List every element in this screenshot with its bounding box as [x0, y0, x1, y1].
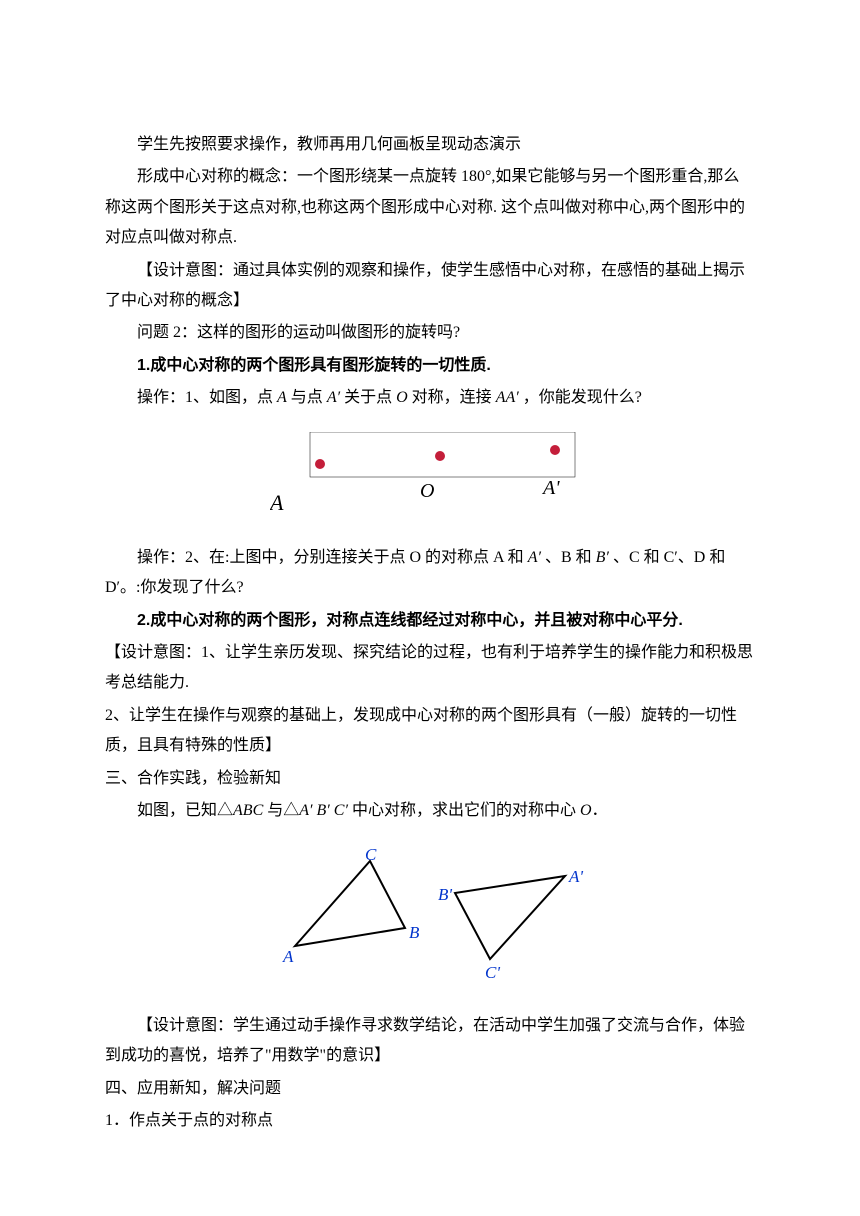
paragraph-design-intent-1: 【设计意图：通过具体实例的观察和操作，使学生感悟中心对称，在感悟的基础上揭示了中… — [105, 256, 755, 317]
ex-text-mid2: 中心对称，求出它们的对称中心 — [348, 802, 580, 819]
label-tri-Cp: C' — [485, 957, 500, 989]
heading-property-1: 1.成中心对称的两个图形具有图形旋转的一切性质. — [105, 351, 755, 381]
label-A: A — [270, 490, 284, 515]
paragraph-design-intent-3: 【设计意图：学生通过动手操作寻求数学结论，在活动中学生加强了交流与合作，体验到成… — [105, 1011, 755, 1072]
label-tri-Bp: B' — [438, 879, 452, 911]
figure-triangles: A B C A' B' C' — [275, 841, 585, 992]
section-4-heading: 四、应用新知，解决问题 — [105, 1074, 755, 1104]
op1-text-mid2: 关于点 — [340, 389, 396, 406]
paragraph-concept: 形成中心对称的概念：一个图形绕某一点旋转 180°,如果它能够与另一个图形重合,… — [105, 162, 755, 253]
point-Ap-dot — [550, 445, 560, 455]
op2-text-prefix: 操作：2、在:上图中，分别连接关于点 O 的对称点 A 和 — [137, 549, 528, 566]
var-A: A — [277, 389, 287, 406]
op2-text-mid1: 、B 和 — [541, 549, 596, 566]
point-O-dot — [435, 451, 445, 461]
label-O: O — [420, 480, 434, 502]
ex-text-suffix: ． — [592, 802, 608, 819]
label-tri-C: C — [365, 839, 376, 871]
label-tri-A: A — [283, 941, 293, 973]
op1-text-suffix: ，你能发现什么? — [519, 389, 642, 406]
var-A-prime-2: A′ — [528, 549, 541, 566]
point-A-dot — [315, 459, 325, 469]
paragraph-step-1: 1．作点关于点的对称点 — [105, 1106, 755, 1136]
op1-text-mid3: 对称，连接 — [408, 389, 496, 406]
paragraph-question2: 问题 2：这样的图形的运动叫做图形的旋转吗? — [105, 318, 755, 348]
ex-text-prefix: 如图，已知△ — [137, 802, 233, 819]
triangle-ApBpCp — [455, 876, 565, 959]
var-O: O — [396, 389, 408, 406]
var-ApBpCp: A′ B′ C′ — [299, 802, 348, 819]
var-AA-prime: AA′ — [496, 389, 519, 406]
var-A-prime: A′ — [327, 389, 340, 406]
triangle-ABC — [295, 861, 405, 946]
paragraph-design-intent-2b: 2、让学生在操作与观察的基础上，发现成中心对称的两个图形具有（一般）旋转的一切性… — [105, 701, 755, 762]
label-tri-Ap: A' — [569, 861, 583, 893]
paragraph-intro: 学生先按照要求操作，教师再用几何画板呈现动态演示 — [105, 130, 755, 160]
figure2-svg — [275, 841, 585, 981]
figure1-svg: A O A' — [270, 432, 590, 522]
figure-points-AOA: A O A' — [270, 432, 590, 533]
paragraph-design-intent-2a: 【设计意图：1、让学生亲历发现、探究结论的过程，也有利于培养学生的操作能力和积极… — [105, 638, 755, 699]
var-ABC: ABC — [233, 802, 263, 819]
label-tri-B: B — [409, 917, 419, 949]
var-B-prime: B′ — [596, 549, 609, 566]
op1-text-mid1: 与点 — [287, 389, 327, 406]
section-3-heading: 三、合作实践，检验新知 — [105, 764, 755, 794]
ex-text-mid: 与△ — [263, 802, 299, 819]
paragraph-operation-2: 操作：2、在:上图中，分别连接关于点 O 的对称点 A 和 A′ 、B 和 B′… — [105, 543, 755, 604]
paragraph-operation-1: 操作：1、如图，点 A 与点 A′ 关于点 O 对称，连接 AA′ ，你能发现什… — [105, 383, 755, 413]
var-O-2: O — [580, 802, 592, 819]
label-Ap: A' — [541, 477, 560, 499]
heading-property-2: 2.成中心对称的两个图形，对称点连线都经过对称中心，并且被对称中心平分. — [105, 606, 755, 636]
op1-text-prefix: 操作：1、如图，点 — [137, 389, 277, 406]
paragraph-exercise: 如图，已知△ABC 与△A′ B′ C′ 中心对称，求出它们的对称中心 O． — [105, 796, 755, 826]
